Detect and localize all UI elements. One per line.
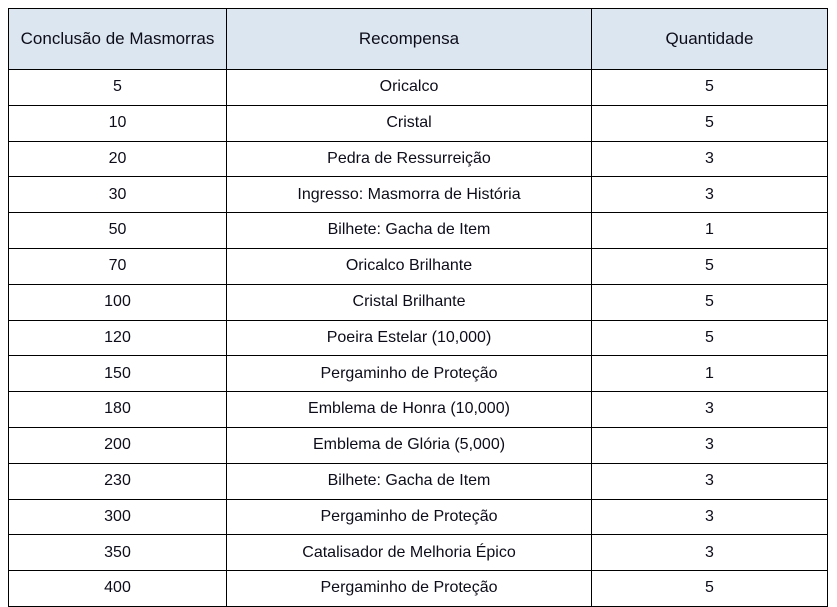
cell-quantity: 5 (591, 283, 828, 321)
cell-reward: Bilhete: Gacha de Item (226, 212, 592, 249)
cell-reward: Bilhete: Gacha de Item (226, 462, 592, 500)
cell-reward: Emblema de Glória (5,000) (226, 426, 592, 464)
cell-dungeon-clears: 180 (8, 391, 227, 428)
cell-quantity: 3 (591, 462, 828, 500)
cell-quantity: 3 (591, 176, 828, 214)
column-header-quantity: Quantidade (591, 8, 828, 70)
cell-reward: Cristal Brilhante (226, 283, 592, 321)
table-row: 50 Bilhete: Gacha de Item 1 (8, 212, 828, 249)
cell-quantity: 3 (591, 498, 828, 536)
table-row: 120 Poeira Estelar (10,000) 5 (8, 319, 828, 357)
cell-reward: Pedra de Ressurreição (226, 140, 592, 178)
cell-quantity: 5 (591, 247, 828, 285)
cell-dungeon-clears: 100 (8, 283, 227, 321)
cell-dungeon-clears: 10 (8, 104, 227, 142)
table-header: Conclusão de Masmorras Recompensa Quanti… (8, 8, 828, 70)
table-row: 300 Pergaminho de Proteção 3 (8, 498, 828, 536)
column-header-dungeon-clears: Conclusão de Masmorras (8, 8, 227, 70)
cell-dungeon-clears: 300 (8, 498, 227, 536)
table-header-row: Conclusão de Masmorras Recompensa Quanti… (8, 8, 828, 70)
cell-reward: Ingresso: Masmorra de História (226, 176, 592, 214)
table-row: 230 Bilhete: Gacha de Item 3 (8, 462, 828, 500)
dungeon-reward-table: Conclusão de Masmorras Recompensa Quanti… (8, 8, 828, 607)
cell-dungeon-clears: 50 (8, 212, 227, 249)
cell-reward: Pergaminho de Proteção (226, 570, 592, 607)
cell-reward: Cristal (226, 104, 592, 142)
table-row: 200 Emblema de Glória (5,000) 3 (8, 426, 828, 464)
cell-quantity: 5 (591, 69, 828, 106)
table-row: 20 Pedra de Ressurreição 3 (8, 140, 828, 178)
table-row: 180 Emblema de Honra (10,000) 3 (8, 391, 828, 428)
cell-dungeon-clears: 70 (8, 247, 227, 285)
cell-reward: Pergaminho de Proteção (226, 355, 592, 393)
table-row: 5 Oricalco 5 (8, 69, 828, 106)
cell-reward: Oricalco (226, 69, 592, 106)
cell-quantity: 5 (591, 104, 828, 142)
column-header-reward: Recompensa (226, 8, 592, 70)
table-row: 100 Cristal Brilhante 5 (8, 283, 828, 321)
cell-dungeon-clears: 230 (8, 462, 227, 500)
table-body: 5 Oricalco 5 10 Cristal 5 20 Pedra de Ressurrei… (8, 69, 828, 607)
cell-quantity: 3 (591, 140, 828, 178)
cell-dungeon-clears: 350 (8, 534, 227, 572)
cell-dungeon-clears: 200 (8, 426, 227, 464)
dungeon-reward-table-container: Conclusão de Masmorras Recompensa Quanti… (8, 8, 828, 607)
cell-quantity: 1 (591, 212, 828, 249)
cell-reward: Oricalco Brilhante (226, 247, 592, 285)
table-row: 150 Pergaminho de Proteção 1 (8, 355, 828, 393)
table-row: 30 Ingresso: Masmorra de História 3 (8, 176, 828, 214)
cell-dungeon-clears: 400 (8, 570, 227, 607)
cell-dungeon-clears: 20 (8, 140, 227, 178)
cell-quantity: 5 (591, 319, 828, 357)
cell-quantity: 1 (591, 355, 828, 393)
table-row: 400 Pergaminho de Proteção 5 (8, 570, 828, 607)
cell-reward: Catalisador de Melhoria Épico (226, 534, 592, 572)
cell-reward: Poeira Estelar (10,000) (226, 319, 592, 357)
cell-dungeon-clears: 150 (8, 355, 227, 393)
cell-reward: Pergaminho de Proteção (226, 498, 592, 536)
cell-dungeon-clears: 30 (8, 176, 227, 214)
cell-dungeon-clears: 120 (8, 319, 227, 357)
cell-reward: Emblema de Honra (10,000) (226, 391, 592, 428)
cell-dungeon-clears: 5 (8, 69, 227, 106)
table-row: 350 Catalisador de Melhoria Épico 3 (8, 534, 828, 572)
cell-quantity: 5 (591, 570, 828, 607)
table-row: 70 Oricalco Brilhante 5 (8, 247, 828, 285)
cell-quantity: 3 (591, 534, 828, 572)
cell-quantity: 3 (591, 426, 828, 464)
table-row: 10 Cristal 5 (8, 104, 828, 142)
cell-quantity: 3 (591, 391, 828, 428)
